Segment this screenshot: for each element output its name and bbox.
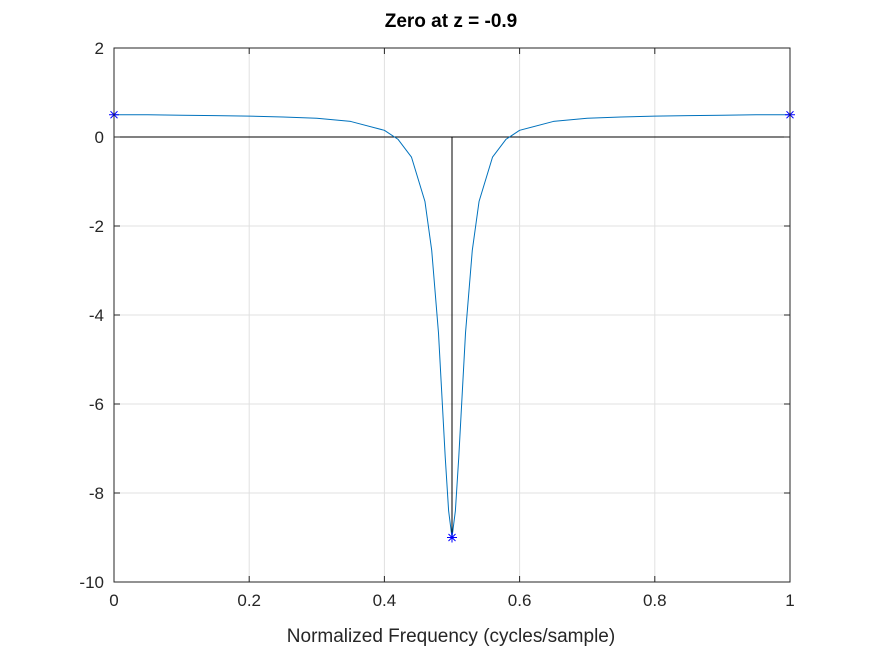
chart-title: Zero at z = -0.9 <box>385 11 518 32</box>
y-tick-label: -2 <box>89 217 104 236</box>
x-tick-label: 0.4 <box>373 591 397 610</box>
y-tick-label: -4 <box>89 306 104 325</box>
marker-stroke <box>448 533 456 542</box>
y-tick-label: -8 <box>89 484 104 503</box>
x-tick-label: 0.2 <box>237 591 261 610</box>
x-axis-label: Normalized Frequency (cycles/sample) <box>287 626 615 647</box>
y-tick-label: 2 <box>95 39 104 58</box>
y-tick-label: 0 <box>95 128 104 147</box>
y-tick-label: -10 <box>79 573 104 592</box>
x-tick-label: 1 <box>785 591 794 610</box>
data-point-marker <box>447 532 457 543</box>
x-tick-label: 0 <box>109 591 118 610</box>
x-tick-label: 0.6 <box>508 591 532 610</box>
tick-layer: 0 0.2 0.4 0.6 0.8 1 2 0 -2 -4 -6 -8 -10 <box>79 39 794 610</box>
x-tick-label: 0.8 <box>643 591 667 610</box>
y-tick-label: -6 <box>89 395 104 414</box>
